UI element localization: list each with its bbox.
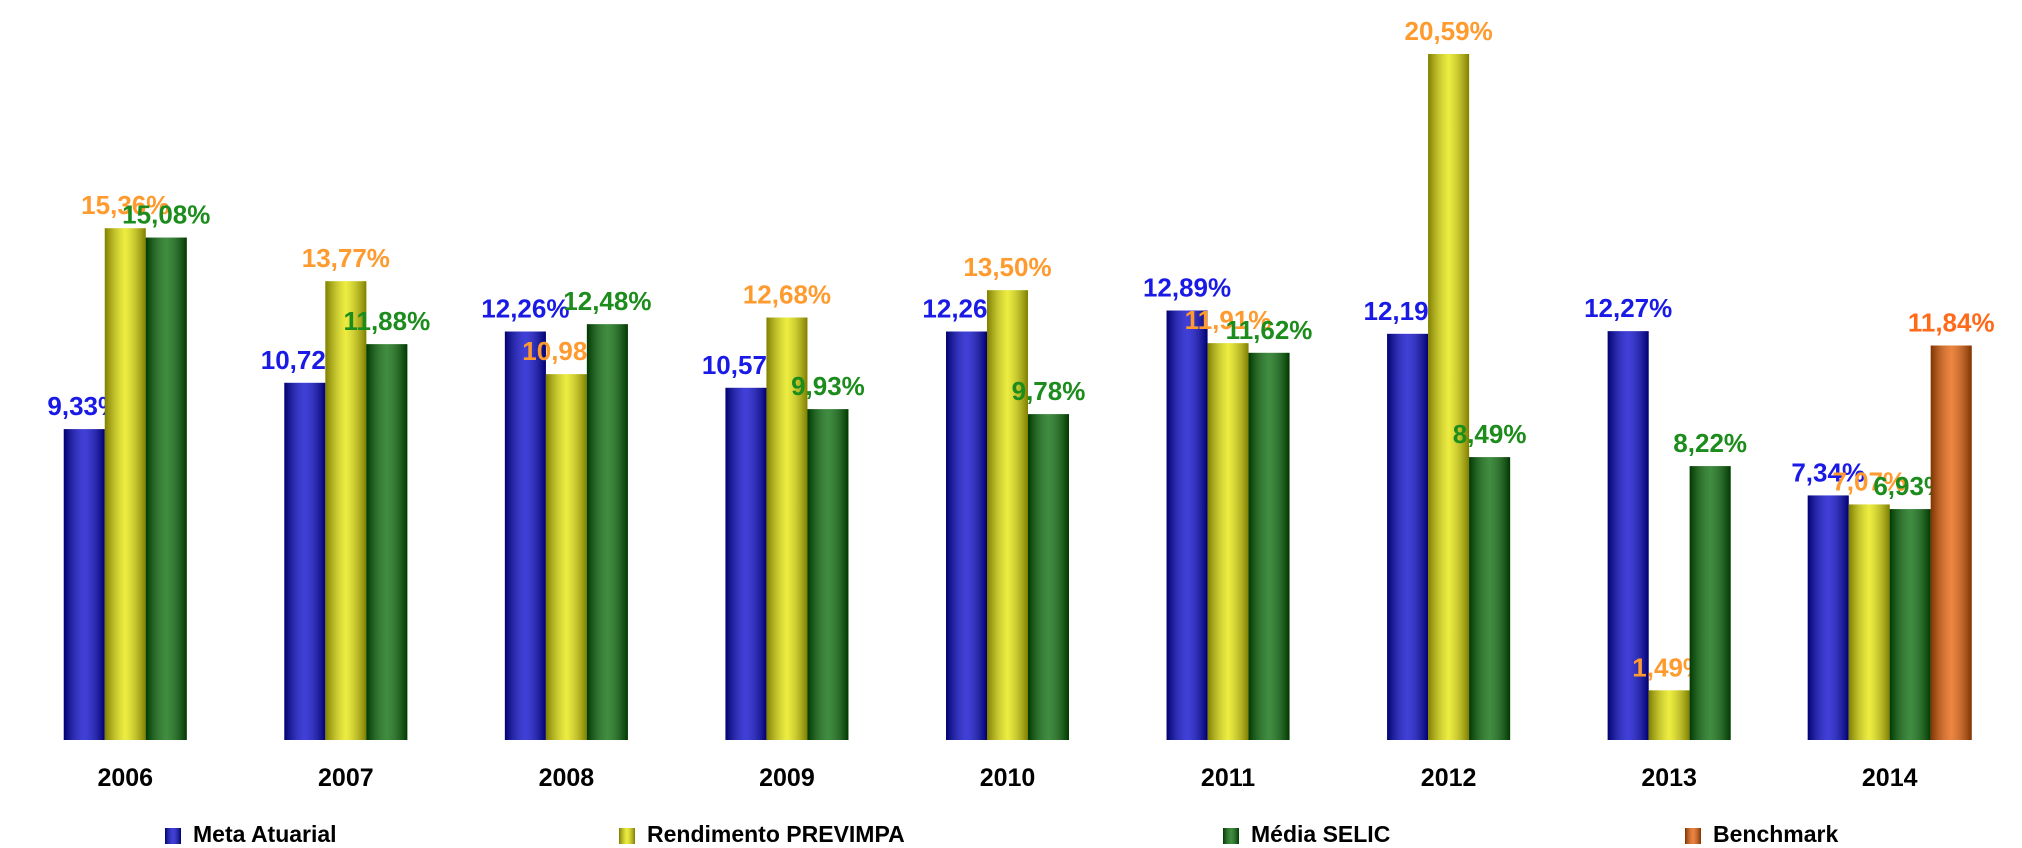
bar-shade bbox=[1028, 414, 1069, 740]
legend-swatch-shade bbox=[1685, 828, 1701, 844]
data-label: 12,26% bbox=[481, 294, 569, 324]
bar-shade bbox=[1807, 495, 1849, 740]
data-label: 11,91% bbox=[1185, 305, 1272, 335]
x-tick-label: 2011 bbox=[1201, 764, 1255, 792]
bar-shade bbox=[807, 409, 849, 740]
data-label: 9,78% bbox=[1012, 376, 1086, 406]
x-tick-label: 2006 bbox=[97, 764, 153, 792]
bar-shade bbox=[1648, 690, 1690, 740]
bar-shade bbox=[766, 317, 808, 740]
data-label: 11,84% bbox=[1908, 308, 1995, 338]
legend-label: Média SELIC bbox=[1251, 821, 1390, 847]
x-tick-label: 2007 bbox=[318, 764, 374, 792]
bar-shade bbox=[1607, 331, 1649, 740]
x-tick-label: 2012 bbox=[1421, 764, 1477, 792]
x-tick-label: 2014 bbox=[1862, 764, 1918, 792]
data-label: 12,48% bbox=[563, 286, 651, 316]
legend-label: Benchmark bbox=[1713, 821, 1838, 847]
data-label: 15,36% bbox=[81, 190, 169, 220]
data-label: 7,07% bbox=[1832, 466, 1906, 496]
bar-shade bbox=[1166, 310, 1208, 740]
bar-shade bbox=[1248, 352, 1290, 740]
bar-shade bbox=[1889, 509, 1931, 740]
bar-shade bbox=[725, 387, 767, 740]
data-label: 13,50% bbox=[963, 252, 1051, 282]
data-label: 8,49% bbox=[1453, 419, 1527, 449]
data-label: 20,59% bbox=[1405, 16, 1493, 46]
bar-shade bbox=[586, 324, 628, 740]
bar-shade bbox=[946, 331, 987, 740]
bar-shade bbox=[1689, 466, 1731, 740]
bar-shade bbox=[366, 344, 408, 740]
bar-shade bbox=[145, 237, 187, 740]
data-label: 12,89% bbox=[1143, 273, 1231, 303]
x-tick-label: 2010 bbox=[980, 764, 1036, 792]
data-label: 12,68% bbox=[743, 280, 831, 310]
bar-shade bbox=[284, 382, 326, 740]
x-tick-label: 2008 bbox=[539, 764, 595, 792]
legend-swatch-shade bbox=[1223, 828, 1239, 844]
bar-shade bbox=[63, 429, 105, 740]
data-label: 13,77% bbox=[302, 243, 390, 273]
data-label: 11,88% bbox=[343, 306, 430, 336]
data-label: 8,22% bbox=[1673, 428, 1747, 458]
bar-shade bbox=[1207, 343, 1249, 740]
bar-shade bbox=[1848, 504, 1890, 740]
bar-shade bbox=[1469, 457, 1511, 740]
data-label: 11,62% bbox=[1226, 315, 1313, 345]
bar-shade bbox=[1930, 345, 1972, 740]
legend-label: Meta Atuarial bbox=[193, 821, 337, 847]
bar-shade bbox=[504, 331, 546, 740]
data-label: 15,08% bbox=[122, 200, 210, 230]
bar-shade bbox=[104, 228, 146, 740]
x-tick-label: 2013 bbox=[1641, 764, 1697, 792]
data-label: 7,34% bbox=[1791, 457, 1865, 487]
legend-label: Rendimento PREVIMPA bbox=[647, 821, 905, 847]
bar-shade bbox=[1428, 53, 1470, 740]
bar-shade bbox=[545, 374, 587, 740]
data-label: 12,27% bbox=[1584, 293, 1672, 323]
legend-swatch-shade bbox=[165, 828, 181, 844]
x-tick-label: 2009 bbox=[759, 764, 815, 792]
bar-shade bbox=[987, 290, 1028, 740]
bar-shade bbox=[1387, 333, 1429, 740]
legend-swatch-shade bbox=[619, 828, 635, 844]
data-label: 9,93% bbox=[791, 371, 865, 401]
bar-shade bbox=[325, 281, 367, 740]
